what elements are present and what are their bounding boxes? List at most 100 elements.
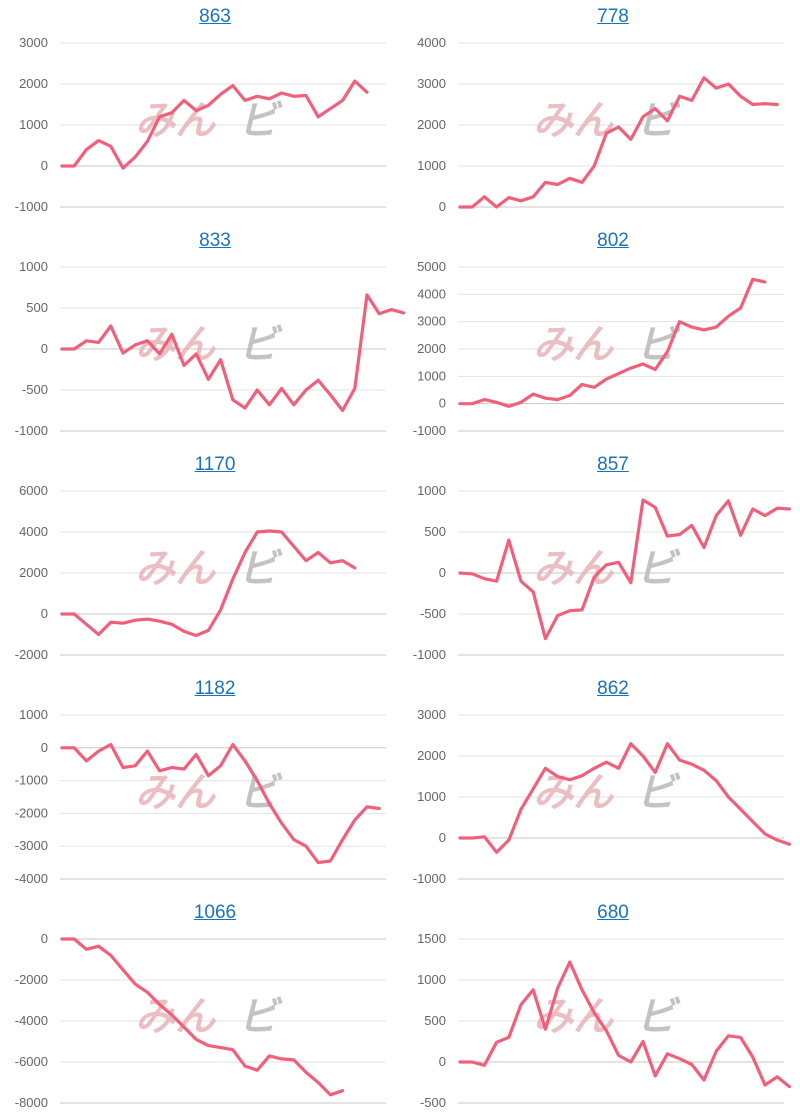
- watermark-logo: みんビ: [135, 546, 283, 592]
- y-tick-label: 500: [424, 1013, 446, 1028]
- y-tick-label: 3000: [19, 35, 48, 50]
- chart-svg: 3000 2000 1000 0 -1000 みんビ: [413, 707, 791, 886]
- watermark-logo: みんビ: [135, 98, 283, 144]
- y-tick-label: 2000: [19, 565, 48, 580]
- y-tick-label: -4000: [15, 871, 48, 886]
- chart-panel-5: 6000 4000 2000 0 -2000 みんビ 1170: [0, 448, 400, 672]
- series-line: [458, 277, 767, 408]
- chart-title-link[interactable]: 1170: [194, 454, 236, 475]
- chart-svg: 3000 2000 1000 0 -1000 みんビ: [15, 35, 386, 214]
- chart-title-link[interactable]: 833: [199, 230, 231, 251]
- y-tick-label: 1500: [417, 931, 446, 946]
- y-tick-label: -1000: [15, 773, 48, 788]
- y-tick-label: -500: [420, 1095, 446, 1110]
- series-line: [458, 498, 791, 641]
- chart-title-link[interactable]: 778: [597, 6, 629, 27]
- chart-panel-10: 1500 1000 500 0 -500 みんビ 680: [398, 896, 798, 1120]
- watermark-logo: みんビ: [135, 994, 283, 1040]
- chart-panel-3: 1000 500 0 -500 -1000 みんビ 833: [0, 224, 406, 448]
- y-tick-label: -8000: [15, 1095, 48, 1110]
- series-line: [60, 529, 357, 638]
- y-tick-label: -1000: [413, 423, 446, 438]
- svg-text:ビ: ビ: [238, 994, 283, 1040]
- svg-text:ビ: ビ: [636, 322, 681, 368]
- y-tick-label: 2000: [417, 341, 446, 356]
- y-tick-label: -500: [22, 382, 48, 397]
- y-tick-label: -2000: [15, 647, 48, 662]
- y-tick-label: 0: [41, 606, 48, 621]
- y-tick-label: 1000: [417, 789, 446, 804]
- y-tick-label: -4000: [15, 1013, 48, 1028]
- series-line: [458, 76, 779, 209]
- y-tick-label: 1000: [19, 117, 48, 132]
- series-line: [458, 960, 791, 1089]
- chart-panel-6: 1000 500 0 -500 -1000 みんビ 857: [398, 448, 798, 672]
- y-tick-label: 2000: [19, 76, 48, 91]
- series-line: [60, 742, 381, 865]
- chart-svg: 5000 4000 3000 2000 1000 0 -1000 みんビ: [413, 259, 784, 438]
- y-tick-label: 2000: [417, 748, 446, 763]
- chart-title-link[interactable]: 802: [597, 230, 629, 251]
- watermark-logo: みんビ: [135, 322, 283, 368]
- y-tick-label: 1000: [417, 972, 446, 987]
- chart-title-link[interactable]: 857: [597, 454, 629, 475]
- chart-title-link[interactable]: 1066: [193, 902, 237, 923]
- chart-title-link[interactable]: 862: [597, 678, 629, 699]
- y-tick-label: -2000: [15, 805, 48, 820]
- series-line: [60, 79, 369, 170]
- y-tick-label: -3000: [15, 838, 48, 853]
- chart-panel-4: 5000 4000 3000 2000 1000 0 -1000 みんビ 802: [398, 224, 798, 448]
- svg-text:みん: みん: [135, 546, 217, 592]
- chart-title-link[interactable]: 1182: [194, 678, 236, 699]
- chart-panel-1: 3000 2000 1000 0 -1000 みんビ 863: [0, 0, 400, 224]
- y-tick-label: -500: [420, 606, 446, 621]
- y-tick-label: 0: [41, 740, 48, 755]
- watermark-logo: みんビ: [533, 994, 681, 1040]
- y-tick-label: 1000: [19, 259, 48, 274]
- watermark-logo: みんビ: [135, 770, 283, 816]
- watermark-logo: みんビ: [533, 322, 681, 368]
- svg-text:みん: みん: [533, 322, 615, 368]
- chart-svg: 0 -2000 -4000 -6000 -8000 みんビ: [15, 931, 386, 1110]
- y-tick-label: 0: [41, 158, 48, 173]
- y-tick-label: 0: [439, 565, 446, 580]
- series-line: [60, 293, 406, 413]
- svg-text:ビ: ビ: [238, 98, 283, 144]
- y-tick-label: 0: [41, 931, 48, 946]
- y-tick-label: -1000: [15, 423, 48, 438]
- chart-panel-9: 0 -2000 -4000 -6000 -8000 みんビ 1066: [0, 896, 400, 1120]
- series-line: [60, 937, 345, 1097]
- y-tick-label: 0: [439, 1054, 446, 1069]
- svg-text:ビ: ビ: [636, 546, 681, 592]
- y-tick-label: 0: [439, 199, 446, 214]
- y-tick-label: 1000: [417, 368, 446, 383]
- y-tick-label: -1000: [413, 871, 446, 886]
- svg-text:みん: みん: [533, 98, 615, 144]
- chart-svg: 1000 500 0 -500 -1000 みんビ: [413, 483, 791, 662]
- y-tick-label: 6000: [19, 483, 48, 498]
- y-tick-label: -1000: [413, 647, 446, 662]
- chart-panel-7: 1000 0 -1000 -2000 -3000 -4000 みんビ 1182: [0, 672, 400, 896]
- chart-title-link[interactable]: 863: [199, 6, 231, 27]
- chart-svg: 1500 1000 500 0 -500 みんビ: [417, 931, 791, 1110]
- y-tick-label: 500: [424, 524, 446, 539]
- y-tick-label: -6000: [15, 1054, 48, 1069]
- y-tick-label: -2000: [15, 972, 48, 987]
- svg-text:ビ: ビ: [238, 322, 283, 368]
- chart-title-link[interactable]: 680: [597, 902, 629, 923]
- y-tick-label: -1000: [15, 199, 48, 214]
- series-line: [458, 742, 791, 854]
- svg-text:みん: みん: [135, 98, 217, 144]
- y-tick-label: 500: [26, 300, 48, 315]
- chart-svg: 4000 3000 2000 1000 0 みんビ: [417, 35, 784, 214]
- y-tick-label: 0: [439, 396, 446, 411]
- chart-svg: 1000 0 -1000 -2000 -3000 -4000 みんビ: [15, 707, 386, 886]
- svg-text:みん: みん: [533, 994, 615, 1040]
- y-tick-label: 4000: [417, 286, 446, 301]
- y-tick-label: 0: [41, 341, 48, 356]
- y-tick-label: 0: [439, 830, 446, 845]
- y-tick-label: 4000: [19, 524, 48, 539]
- y-tick-label: 4000: [417, 35, 446, 50]
- y-tick-label: 1000: [417, 158, 446, 173]
- chart-svg: 1000 500 0 -500 -1000 みんビ: [15, 259, 406, 438]
